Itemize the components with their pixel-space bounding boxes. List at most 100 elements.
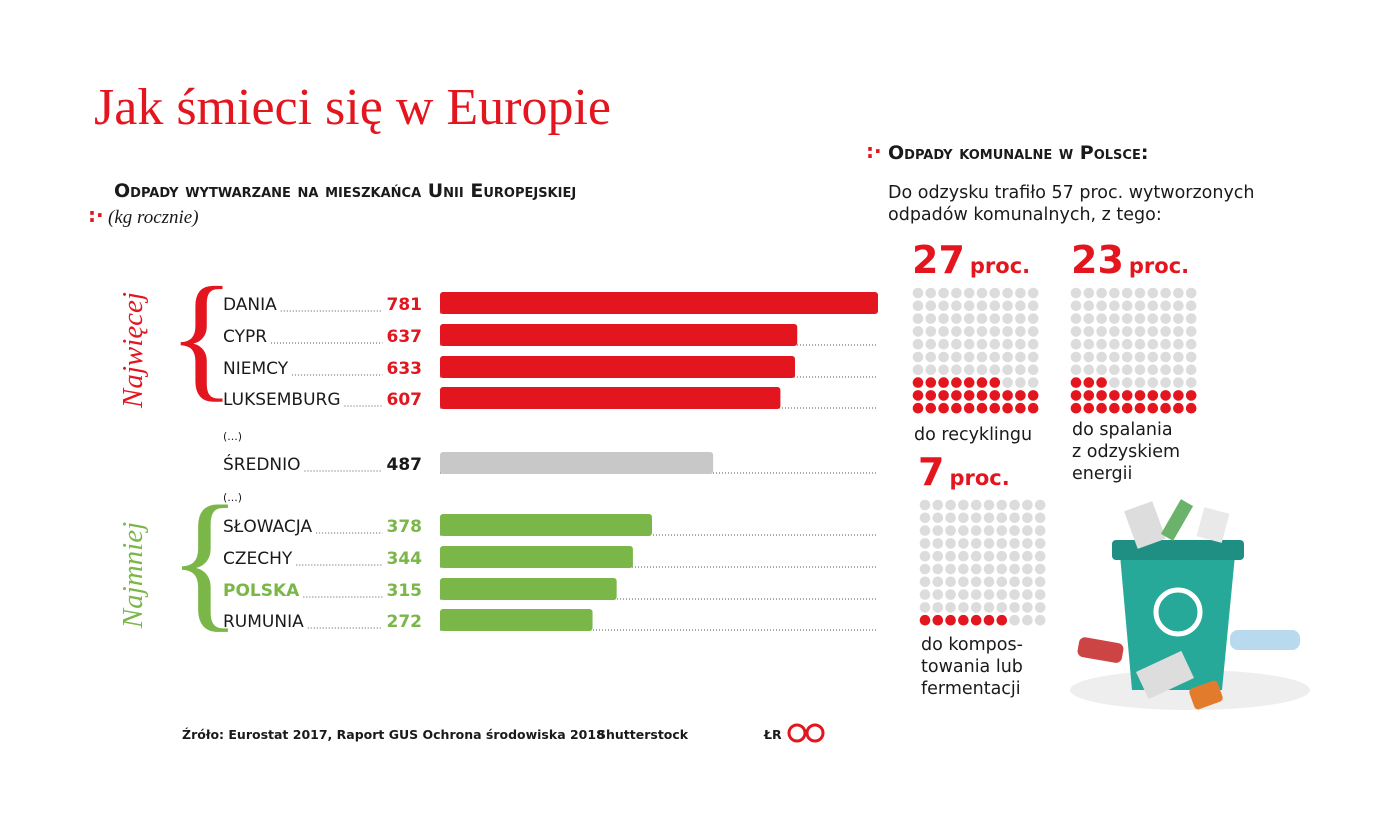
waffle-dot-filled xyxy=(1173,390,1184,401)
waffle-dot-filled xyxy=(1147,402,1159,414)
bullet: :· xyxy=(88,203,104,227)
waffle-dot xyxy=(1147,377,1159,388)
bar xyxy=(440,387,781,409)
waffle-dot-filled xyxy=(919,614,931,626)
waffle-dot xyxy=(1121,377,1133,388)
waffle-dot xyxy=(983,538,995,549)
waffle-dot-filled xyxy=(976,390,988,401)
waffle-dot-filled xyxy=(989,390,1001,401)
waffle-title: Odpady komunalne w Polsce: xyxy=(888,142,1148,164)
waffle-dot xyxy=(1096,364,1107,376)
waffle-dot xyxy=(925,364,937,376)
waffle-dot xyxy=(1173,313,1184,324)
bar xyxy=(440,546,633,568)
waffle-dot xyxy=(996,538,1008,549)
waffle-dot xyxy=(932,550,944,562)
waffle-dot xyxy=(1027,326,1039,337)
waffle-dot xyxy=(919,563,931,575)
waffle-dot xyxy=(1185,300,1197,312)
waffle-dot xyxy=(1185,313,1197,324)
waffle-dot xyxy=(1160,351,1171,363)
brace: { xyxy=(168,259,235,414)
waffle-dot-filled xyxy=(1134,402,1146,414)
waffle-dot xyxy=(1160,338,1171,350)
waffle-dot xyxy=(932,602,944,613)
waffle-dot-filled xyxy=(989,377,1001,388)
waffle-dot-filled xyxy=(912,377,924,388)
waffle-dot xyxy=(1002,287,1013,299)
waffle-dot xyxy=(958,602,969,613)
panel-label: towania lub xyxy=(921,657,1023,677)
waffle-dot xyxy=(958,576,969,588)
waffle-dot-filled xyxy=(1096,402,1107,414)
waffle-dot xyxy=(1002,300,1013,312)
brace: { xyxy=(168,475,242,645)
waffle-dot xyxy=(932,525,944,536)
waffle-dot xyxy=(983,525,995,536)
percent-value: 27 xyxy=(912,238,965,282)
waffle-dot xyxy=(989,351,1001,363)
waffle-dot xyxy=(919,499,931,511)
waffle-dot-filled xyxy=(925,390,937,401)
waffle-dot xyxy=(996,499,1008,511)
waffle-dot xyxy=(945,602,956,613)
waffle-dot xyxy=(912,364,924,376)
waffle-dot xyxy=(1083,364,1095,376)
waffle-dot xyxy=(1134,313,1146,324)
waffle-dot xyxy=(1134,351,1146,363)
waffle-dot xyxy=(1096,300,1107,312)
waffle-dot xyxy=(963,326,975,337)
waffle-dot-filled xyxy=(996,614,1008,626)
waffle-dot xyxy=(1022,602,1033,613)
waffle-dot xyxy=(1096,351,1107,363)
waffle-dot xyxy=(1070,287,1082,299)
bar xyxy=(440,292,878,314)
waffle-dot xyxy=(1121,338,1133,350)
waffle-dot xyxy=(1022,563,1033,575)
panel-label: energii xyxy=(1072,464,1132,484)
waffle-dot xyxy=(1173,364,1184,376)
waffle-dot xyxy=(932,589,944,600)
waffle-dot-filled xyxy=(1015,402,1026,414)
waffle-dot xyxy=(938,287,949,299)
waffle-dot xyxy=(1083,300,1095,312)
waffle-dot xyxy=(989,338,1001,350)
percent-value: 7 xyxy=(918,450,944,494)
waffle-dot xyxy=(970,538,982,549)
waffle-dot xyxy=(1027,313,1039,324)
waffle-dot xyxy=(1034,525,1046,536)
waffle-dot xyxy=(945,550,956,562)
waffle-dot xyxy=(976,326,988,337)
category-label: (...) xyxy=(223,430,242,443)
waffle-dot xyxy=(912,300,924,312)
waffle-dot xyxy=(1083,287,1095,299)
waffle-dot-filled xyxy=(932,614,944,626)
waffle-dot xyxy=(925,338,937,350)
waffle-dot xyxy=(1022,550,1033,562)
waffle-dot xyxy=(951,313,962,324)
photo-credit: Shutterstock xyxy=(597,727,689,742)
waffle-dot xyxy=(1022,499,1033,511)
percent-unit: proc. xyxy=(949,466,1009,490)
waffle-dot-filled xyxy=(1027,402,1039,414)
waffle-dot xyxy=(1096,313,1107,324)
waffle-dot xyxy=(1015,287,1026,299)
waffle-dot xyxy=(1022,538,1033,549)
category-label: POLSKA xyxy=(223,581,300,601)
waffle-dot xyxy=(912,338,924,350)
waffle-dot-filled xyxy=(1185,390,1197,401)
waffle-dot xyxy=(1015,300,1026,312)
waffle-dot-filled xyxy=(1027,390,1039,401)
waffle-dot-filled xyxy=(1070,402,1082,414)
waffle-dot xyxy=(1147,287,1159,299)
waffle-dot xyxy=(1083,326,1095,337)
waffle-dot xyxy=(970,563,982,575)
waffle-dot xyxy=(938,351,949,363)
waffle-dot xyxy=(1070,338,1082,350)
waffle-dot-filled xyxy=(1096,377,1107,388)
waffle-dot xyxy=(976,300,988,312)
bar xyxy=(440,356,795,378)
bar xyxy=(440,609,593,631)
waffle-dot xyxy=(996,550,1008,562)
